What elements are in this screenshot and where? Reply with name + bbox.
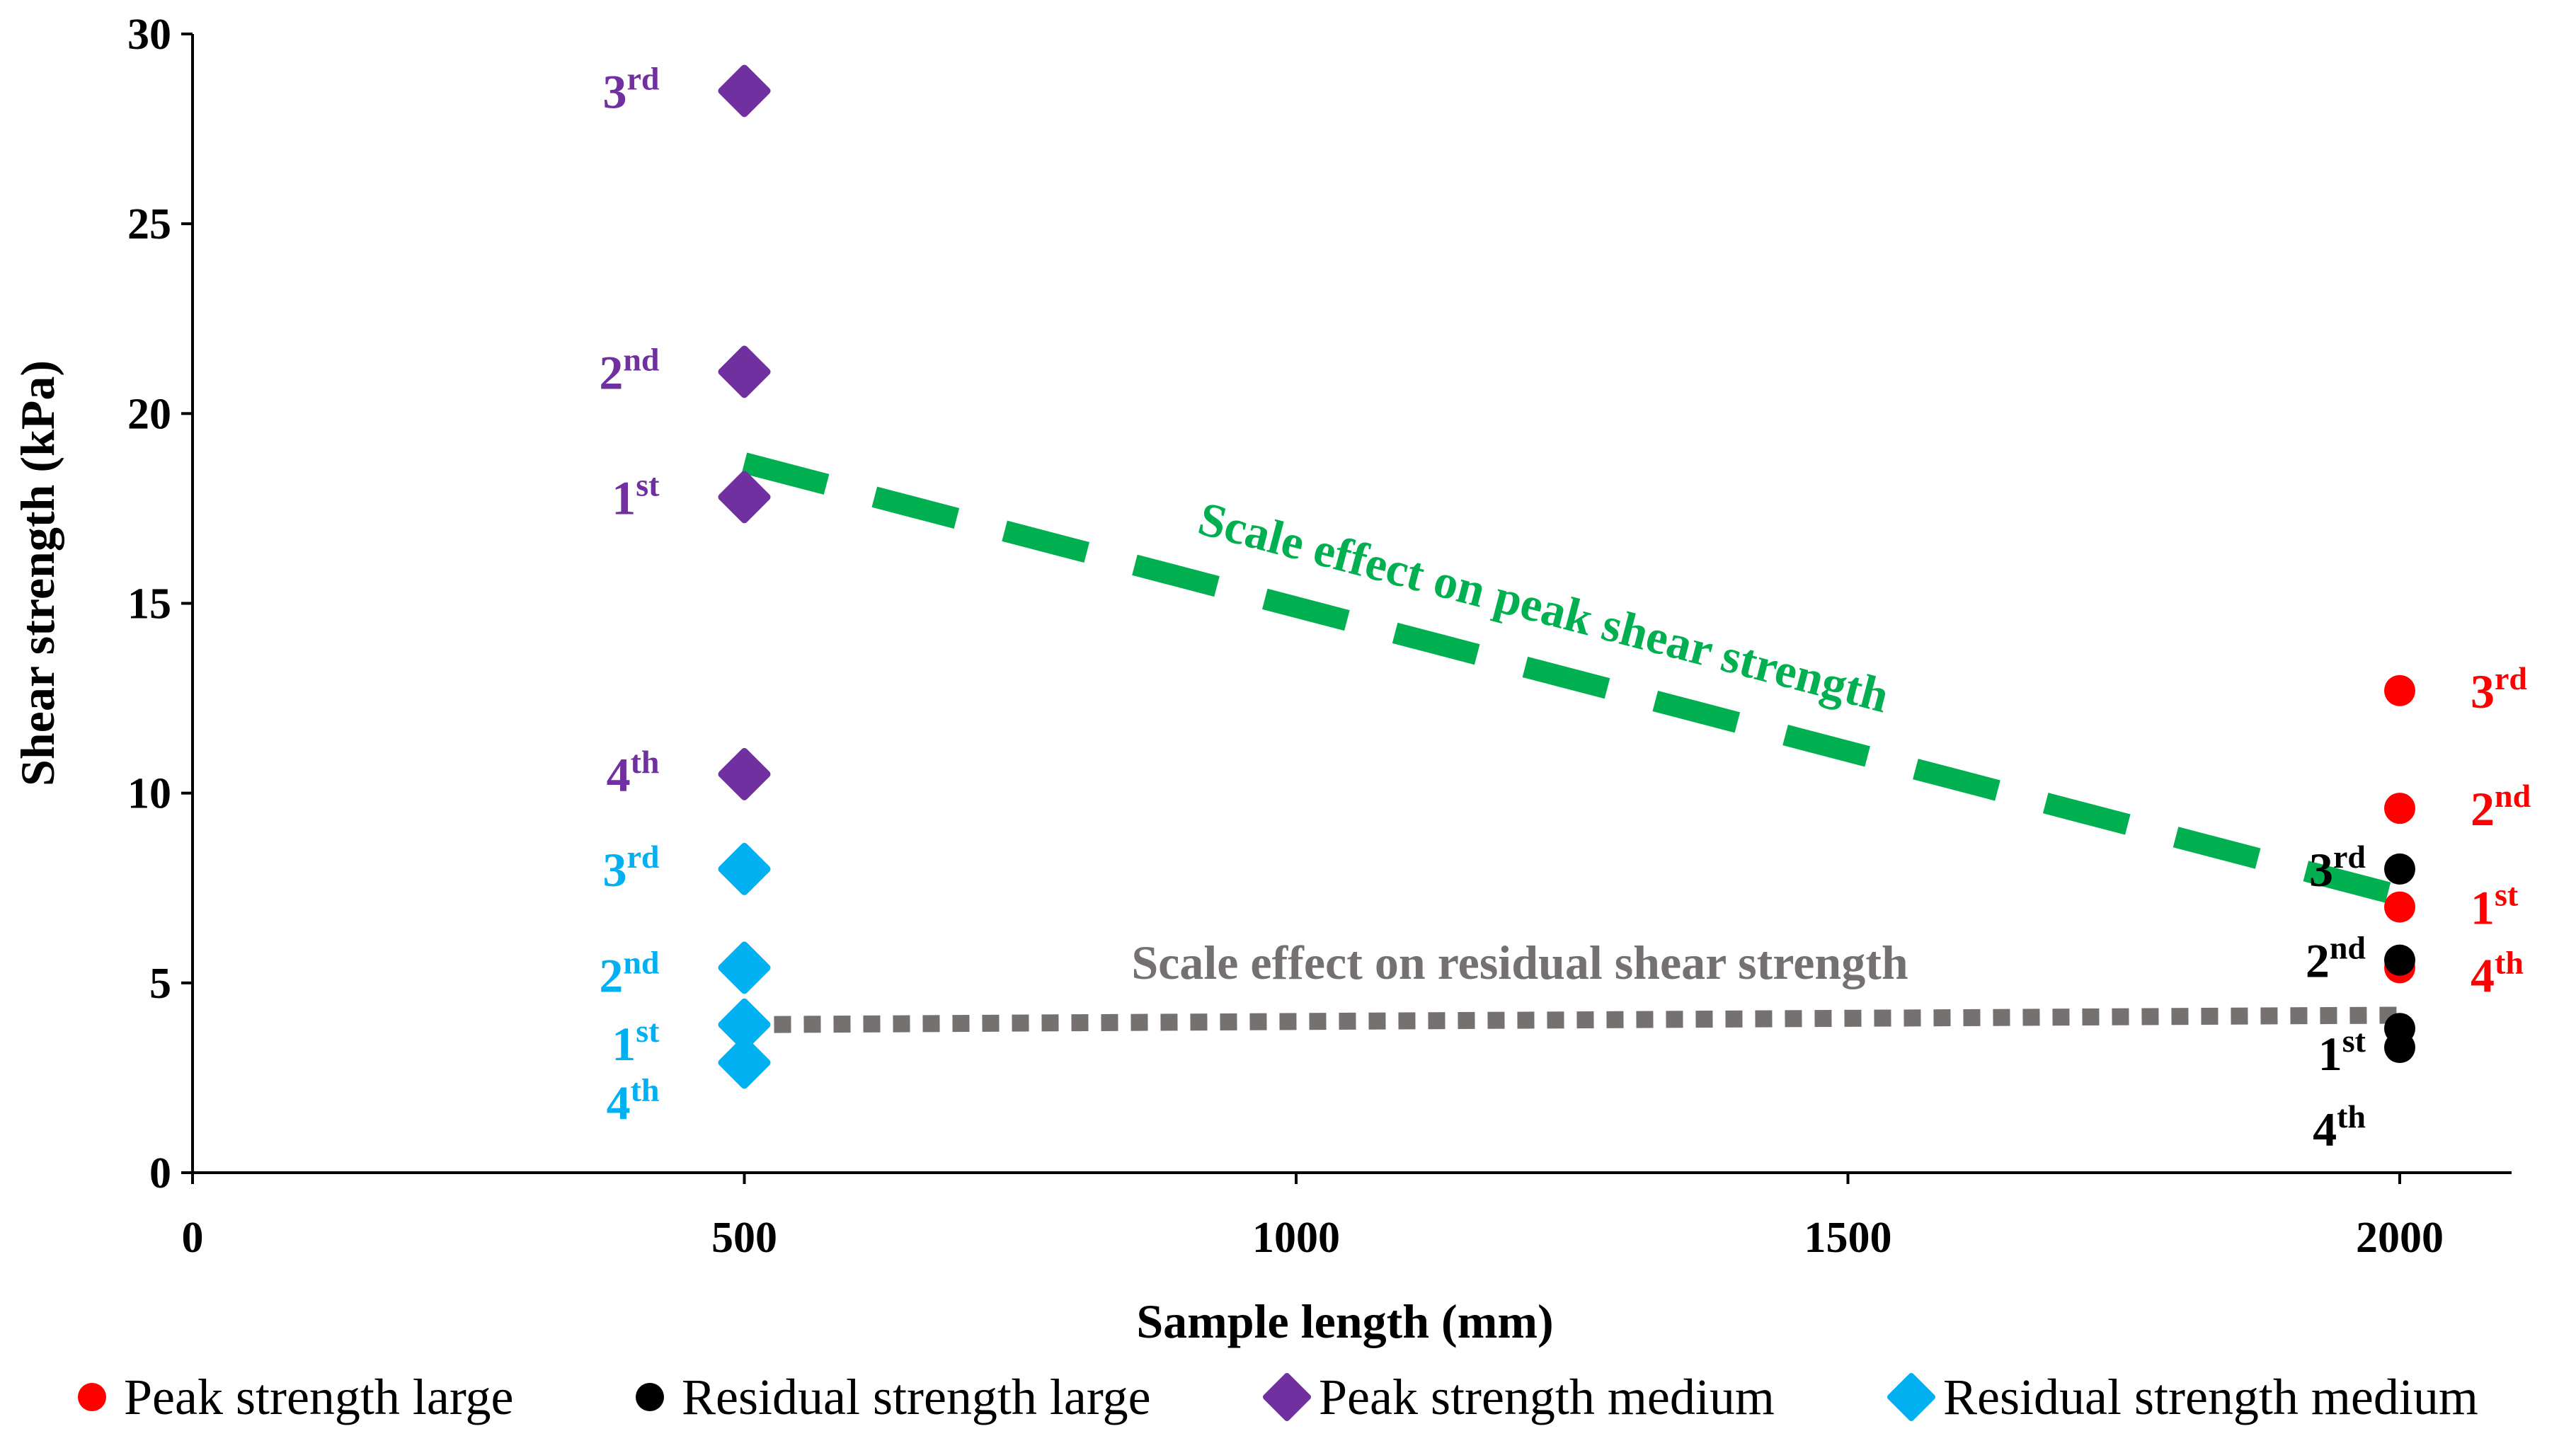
legend-residual-large-label: Residual strength large	[682, 1369, 1151, 1425]
residual-medium-label-3rd: 3rd	[603, 839, 660, 897]
peak-large-label-3rd: 3rd	[2471, 660, 2527, 718]
legend-peak-medium-label: Peak strength medium	[1319, 1369, 1775, 1425]
peak-medium-point-3rd	[718, 64, 771, 117]
peak-large-label-2nd: 2nd	[2471, 778, 2531, 836]
peak-large-point-3rd	[2384, 674, 2415, 706]
residual-large-label-1st: 1st	[2318, 1023, 2366, 1081]
legend: Peak strength large Residual strength lar…	[78, 1369, 2478, 1425]
x-tick-label: 2000	[2356, 1214, 2444, 1262]
data-mark-layer	[718, 64, 2415, 1089]
y-tick-label: 10	[127, 770, 171, 818]
peak-large-point-1st	[2384, 891, 2415, 923]
residual-medium-point-2nd	[718, 941, 771, 994]
y-tick-label: 0	[149, 1149, 171, 1197]
legend-peak-large-label: Peak strength large	[124, 1369, 514, 1425]
peak-medium-label-3rd: 3rd	[603, 60, 660, 118]
legend-residual-medium-label: Residual strength medium	[1943, 1369, 2478, 1425]
y-tick-label: 30	[127, 11, 171, 59]
residual-large-label-2nd: 2nd	[2306, 930, 2366, 988]
residual-trend-line	[744, 1006, 2400, 1033]
peak-large-label-1st: 1st	[2471, 877, 2519, 935]
legend-peak-large-marker	[78, 1383, 106, 1411]
legend-residual-large-marker	[636, 1383, 664, 1411]
residual-large-point-4th	[2384, 1032, 2415, 1064]
y-tick-label: 20	[127, 390, 171, 438]
x-tick-label: 0	[182, 1214, 204, 1262]
x-axis-title: Sample length (mm)	[1136, 1294, 1553, 1348]
residual-trend-annotation: Scale effect on residual shear strength	[1131, 936, 1908, 989]
axes	[191, 34, 2512, 1174]
residual-medium-label-1st: 1st	[612, 1013, 660, 1071]
legend-residual-medium-marker	[1887, 1373, 1935, 1421]
peak-large-point-2nd	[2384, 793, 2415, 824]
y-axis-title: Shear strength (kPa)	[11, 360, 64, 786]
peak-medium-label-1st: 1st	[612, 466, 660, 524]
y-tick-label: 15	[127, 580, 171, 628]
residual-medium-point-4th	[718, 1036, 771, 1089]
x-tick-label: 1500	[1804, 1214, 1892, 1262]
residual-medium-label-4th: 4th	[607, 1071, 660, 1130]
trend-line-layer: Scale effect on peak shear strengthScale…	[741, 452, 2403, 1033]
point-label-layer: 1st2nd3rd4th1st2nd3rd4th1st2nd3rd4th1st2…	[599, 60, 2531, 1156]
y-tick-label: 5	[149, 960, 171, 1008]
residual-medium-point-3rd	[718, 842, 771, 895]
residual-large-label-4th: 4th	[2313, 1098, 2366, 1156]
peak-medium-point-4th	[718, 747, 771, 800]
y-tick-label: 25	[127, 200, 171, 248]
x-tick-label: 1000	[1252, 1214, 1340, 1262]
residual-large-point-2nd	[2384, 944, 2415, 976]
residual-large-point-3rd	[2384, 853, 2415, 885]
peak-medium-point-2nd	[718, 345, 771, 398]
x-tick-label: 500	[711, 1214, 777, 1262]
peak-trend-line	[741, 452, 2403, 906]
peak-medium-label-2nd: 2nd	[599, 341, 660, 399]
legend-peak-medium-marker	[1263, 1373, 1311, 1421]
residual-medium-label-2nd: 2nd	[599, 944, 660, 1002]
peak-medium-label-4th: 4th	[607, 744, 660, 802]
peak-large-label-4th: 4th	[2471, 944, 2524, 1002]
peak-medium-point-1st	[718, 471, 771, 524]
residual-large-label-3rd: 3rd	[2309, 839, 2366, 897]
tick-layer: 0 5 10 15 20 25 30 0 500 1000 1500 2000	[127, 11, 2444, 1262]
